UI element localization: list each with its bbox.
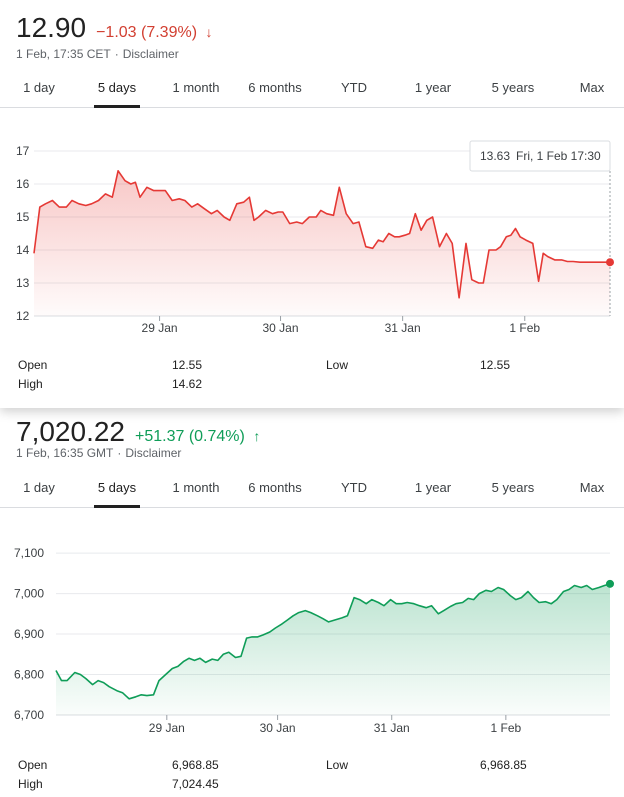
tab-1-year[interactable]: 1 year: [414, 480, 452, 495]
high-label: High: [18, 777, 43, 791]
current-point-marker: [606, 579, 614, 588]
quote-card-2: 7,020.22 +51.37 (0.74%) ↑ 1 Feb, 16:35 G…: [0, 408, 624, 797]
arrow-up-icon: ↑: [253, 428, 261, 444]
timestamp-line: 1 Feb, 17:35 CET · Disclaimer: [16, 47, 179, 61]
open-label: Open: [18, 358, 48, 372]
current-point-marker: [606, 258, 614, 267]
x-tick-label: 30 Jan: [260, 721, 296, 735]
price-row: 7,020.22 +51.37 (0.74%) ↑: [16, 416, 260, 448]
tab-max[interactable]: Max: [579, 80, 605, 95]
y-tick-label: 7,000: [14, 587, 44, 601]
tooltip-box: [469, 140, 611, 172]
quote-card-1: 12.90 −1.03 (7.39%) ↓ 1 Feb, 17:35 CET · D…: [0, 12, 624, 391]
tab-1-day[interactable]: 1 day: [23, 480, 55, 495]
tab-5-years[interactable]: 5 years: [491, 80, 535, 95]
price-change-value: +51.37 (0.74%): [135, 428, 245, 445]
series-line: [55, 583, 611, 700]
price-change-value: −1.03 (7.39%): [96, 24, 198, 41]
open-label: Open: [18, 758, 48, 772]
high-value: 14.62: [172, 377, 203, 391]
open-value: 12.55: [172, 358, 203, 372]
tab-ytd[interactable]: YTD: [341, 480, 367, 495]
timestamp: 1 Feb, 16:35 GMT: [16, 446, 114, 460]
disclaimer-link[interactable]: Disclaimer: [125, 446, 182, 460]
price-chart[interactable]: 17 16 15 14 13 12 29 Jan 30 Jan 31 Jan 1 Feb 13.63…: [0, 110, 624, 345]
tab-1-month[interactable]: 1 month: [172, 80, 220, 95]
y-tick-label: 13: [16, 276, 30, 290]
low-label: Low: [326, 758, 349, 772]
tooltip-time: Fri, 1 Feb 17:30: [516, 149, 601, 163]
range-tabs: 1 day 5 days 1 month 6 months YTD 1 year…: [0, 68, 624, 108]
y-tick-label: 7,100: [14, 546, 44, 560]
low-label: Low: [326, 358, 349, 372]
y-tick-label: 15: [16, 210, 30, 224]
y-tick-label: 14: [16, 243, 30, 257]
y-tick-label: 16: [16, 177, 30, 191]
price-change: +51.37 (0.74%) ↑: [135, 428, 260, 446]
x-tick-label: 29 Jan: [142, 321, 178, 335]
timestamp: 1 Feb, 17:35 CET: [16, 47, 111, 61]
disclaimer-link[interactable]: Disclaimer: [122, 47, 179, 61]
x-tick-label: 31 Jan: [374, 721, 410, 735]
y-tick-label: 6,800: [14, 668, 44, 682]
x-tick-label: 31 Jan: [385, 321, 421, 335]
x-tick-label: 1 Feb: [509, 321, 540, 335]
y-tick-label: 12: [16, 309, 30, 323]
y-tick-label: 6,900: [14, 627, 44, 641]
tab-max[interactable]: Max: [579, 480, 605, 495]
tooltip: 13.63 Fri, 1 Feb 17:30: [469, 140, 611, 172]
timestamp-line: 1 Feb, 16:35 GMT · Disclaimer: [16, 446, 181, 460]
separator: ·: [117, 446, 122, 460]
open-value: 6,968.85: [172, 758, 219, 772]
tab-5-days[interactable]: 5 days: [94, 468, 140, 508]
x-tick-label: 1 Feb: [491, 721, 522, 735]
y-tick-label: 17: [16, 144, 30, 158]
x-tick-label: 29 Jan: [149, 721, 185, 735]
series-line: [33, 170, 610, 299]
series-area: [34, 170, 610, 316]
tab-5-days[interactable]: 5 days: [94, 68, 140, 108]
separator: ·: [114, 47, 119, 61]
y-tick-label: 6,700: [14, 708, 44, 722]
tab-ytd[interactable]: YTD: [341, 80, 367, 95]
low-value: 6,968.85: [480, 758, 527, 772]
tab-1-month[interactable]: 1 month: [172, 480, 220, 495]
current-price: 7,020.22: [16, 416, 125, 447]
low-value: 12.55: [480, 358, 511, 372]
series-area: [56, 583, 610, 715]
tab-1-day[interactable]: 1 day: [23, 80, 55, 95]
tab-1-year[interactable]: 1 year: [414, 80, 452, 95]
price-chart[interactable]: 7,100 7,000 6,900 6,800 6,700 29 Jan 30 Jan 31 …: [0, 510, 624, 750]
tab-6-months[interactable]: 6 months: [248, 80, 302, 95]
x-tick-label: 30 Jan: [263, 321, 299, 335]
price-row: 12.90 −1.03 (7.39%) ↓: [16, 12, 212, 44]
range-tabs: 1 day 5 days 1 month 6 months YTD 1 year…: [0, 468, 624, 508]
tooltip-value: 13.63: [480, 149, 510, 163]
tab-6-months[interactable]: 6 months: [248, 480, 302, 495]
high-label: High: [18, 377, 43, 391]
tab-5-years[interactable]: 5 years: [491, 480, 535, 495]
price-change: −1.03 (7.39%) ↓: [96, 24, 212, 42]
current-price: 12.90: [16, 12, 87, 43]
arrow-down-icon: ↓: [205, 24, 213, 40]
high-value: 7,024.45: [172, 777, 219, 791]
